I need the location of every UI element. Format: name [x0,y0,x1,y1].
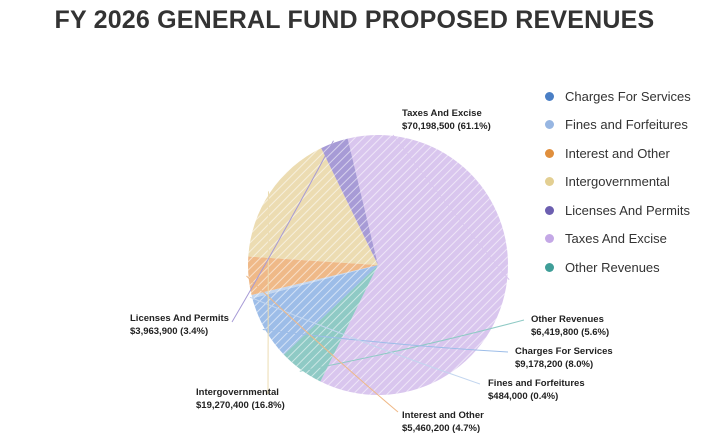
legend-item[interactable]: Taxes And Excise [545,225,709,254]
legend-swatch-icon [545,177,554,187]
legend-label: Other Revenues [565,259,660,275]
legend-item[interactable]: Other Revenues [545,253,709,282]
chart-title: FY 2026 GENERAL FUND PROPOSED REVENUES [54,6,655,34]
chart-legend: Charges For Services Fines and Forfeiture… [545,82,709,282]
legend-label: Intergovernmental [565,174,670,190]
slice-label-name: Licenses And Permits [130,313,229,324]
legend-swatch-icon [545,262,554,272]
pie-slice-hatch [248,148,378,265]
legend-swatch-icon [545,205,554,215]
legend-label: Fines and Forfeitures [565,117,688,133]
leader-line [231,140,334,323]
legend-label: Charges For Services [565,88,691,104]
pie-slice-hatch [251,265,378,299]
slice-label-name: Charges For Services [515,346,613,357]
leader-line [249,296,481,385]
legend-item[interactable]: Fines and Forfeitures [545,111,709,140]
leader-line [299,319,525,372]
slice-label-value: $19,270,400 (16.8%) [196,400,285,411]
legend-item[interactable]: Licenses And Permits [545,196,709,225]
legend-item[interactable]: Interest and Other [545,139,709,168]
legend-item[interactable]: Charges For Services [545,82,709,111]
legend-label: Taxes And Excise [565,231,667,247]
slice-label-value: $6,419,800 (5.6%) [531,327,609,338]
legend-swatch-icon [545,234,554,244]
slice-label-name: Interest and Other [402,410,484,421]
leader-line [392,134,510,281]
slice-label-value: $3,963,900 (3.4%) [130,326,208,337]
slice-label-name: Intergovernmental [196,387,279,398]
legend-item[interactable]: Intergovernmental [545,168,709,197]
slice-label-name: Other Revenues [531,314,604,325]
slice-label-value: $70,198,500 (61.1%) [402,121,491,132]
leader-line [262,328,509,353]
slice-label-value: $5,460,200 (4.7%) [402,423,480,434]
legend-swatch-icon [545,120,554,130]
slice-label-value: $484,000 (0.4%) [488,391,558,402]
slice-label-value: $9,178,200 (8.0%) [515,359,593,370]
pie-slice-hatch [283,265,378,382]
legend-label: Licenses And Permits [565,202,691,218]
leader-line [246,275,399,413]
legend-swatch-icon [545,91,554,101]
pie-slice-hatch [248,256,378,296]
legend-swatch-icon [545,148,554,158]
slice-label-name: Fines and Forfeitures [488,378,585,389]
slice-label-name: Taxes And Excise [402,108,482,119]
pie-slice-hatch [321,138,378,265]
pie-slice-hatch [320,135,508,395]
legend-label: Interest and Other [565,145,670,161]
